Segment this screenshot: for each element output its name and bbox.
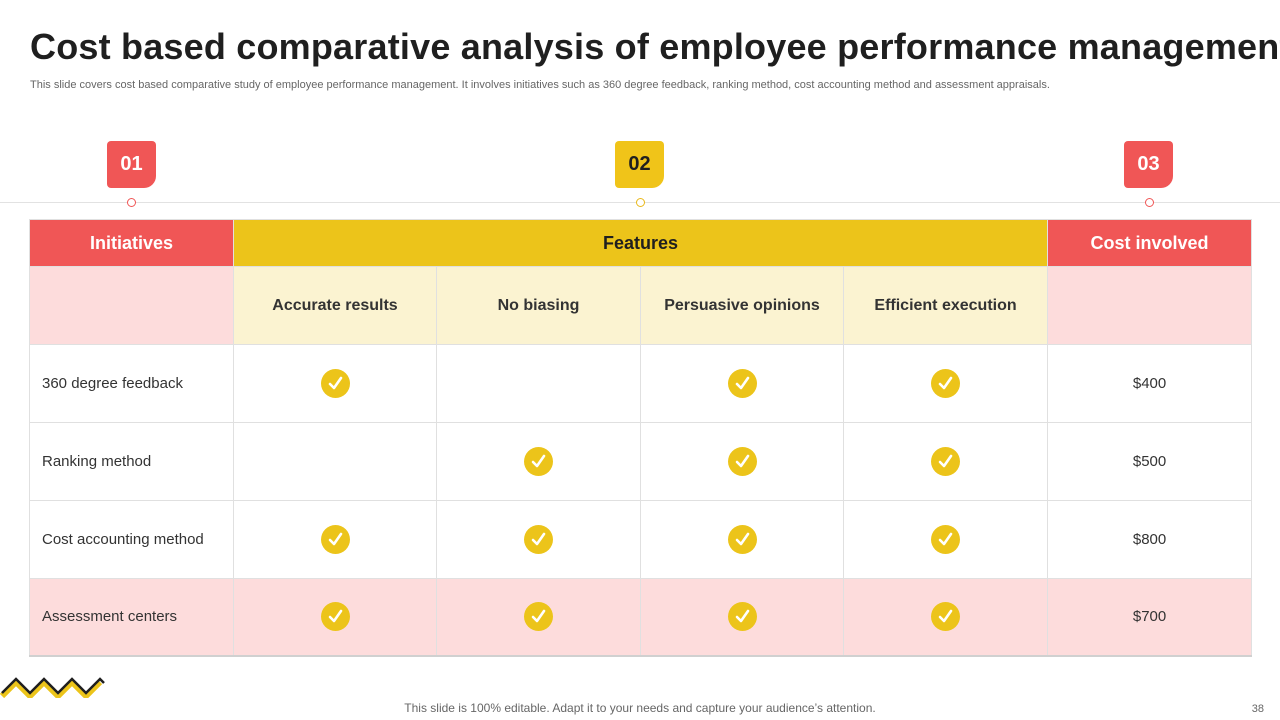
check-icon: [320, 369, 350, 398]
feature-cell: [436, 578, 641, 657]
initiative-label: Assessment centers: [29, 578, 234, 657]
table-row: Cost accounting method $800: [29, 500, 1253, 579]
page-number: 38: [1251, 703, 1264, 715]
slide-title: Cost based comparative analysis of emplo…: [30, 26, 1280, 67]
feature-cell: [842, 422, 1049, 501]
feature-cell: [640, 344, 844, 423]
initiative-label: Ranking method: [29, 422, 234, 501]
feature-cell: [436, 344, 641, 423]
check-icon: [524, 447, 553, 476]
step-badge-01: 01: [107, 141, 156, 188]
feature-cell: [640, 422, 844, 501]
check-icon: [320, 602, 350, 632]
table-row: 360 degree feedback $400: [29, 344, 1253, 423]
table-row: Ranking method $500: [29, 422, 1253, 501]
step-badge-03: 03: [1124, 141, 1173, 188]
check-icon: [931, 602, 961, 632]
check-icon: [931, 447, 961, 476]
check-icon: [727, 369, 757, 398]
feature-header: Persuasive opinions: [640, 266, 844, 345]
feature-header: No biasing: [436, 266, 641, 345]
initiative-label: 360 degree feedback: [29, 344, 234, 423]
feature-cell: [436, 500, 641, 579]
cost-value: $700: [1047, 578, 1253, 657]
check-icon: [727, 525, 757, 554]
check-icon: [727, 602, 757, 632]
subheader-blank-left: [29, 266, 234, 345]
feature-cell: [436, 422, 641, 501]
feature-cell: [233, 344, 437, 423]
timeline-dot-01: [127, 198, 136, 207]
feature-cell: [842, 500, 1049, 579]
timeline-dot-02: [636, 198, 645, 207]
check-icon: [320, 525, 350, 554]
cost-value: $800: [1047, 500, 1253, 579]
feature-header: Accurate results: [233, 266, 437, 345]
feature-cell: [842, 344, 1049, 423]
comparison-table: Initiatives Features Cost involved Accur…: [29, 219, 1253, 657]
brand-zigzag-icon: [0, 677, 105, 698]
check-icon: [524, 602, 553, 632]
header-features: Features: [232, 219, 1049, 267]
slide-subtitle: This slide covers cost based comparative…: [30, 79, 1050, 91]
timeline-dot-03: [1145, 198, 1154, 207]
table-row: Assessment centers $700: [29, 578, 1253, 657]
footer-note: This slide is 100% editable. Adapt it to…: [404, 701, 876, 715]
feature-cell: [640, 500, 844, 579]
check-icon: [931, 525, 961, 554]
feature-cell: [233, 500, 437, 579]
step-badge-02: 02: [615, 141, 664, 188]
check-icon: [524, 525, 553, 554]
subheader-blank-right: [1047, 266, 1253, 345]
feature-header: Efficient execution: [842, 266, 1049, 345]
header-cost: Cost involved: [1047, 219, 1253, 267]
header-initiatives: Initiatives: [29, 219, 234, 267]
check-icon: [931, 369, 961, 398]
feature-cell: [233, 578, 437, 657]
cost-value: $500: [1047, 422, 1253, 501]
initiative-label: Cost accounting method: [29, 500, 234, 579]
cost-value: $400: [1047, 344, 1253, 423]
feature-cell: [842, 578, 1049, 657]
check-icon: [727, 447, 757, 476]
feature-cell: [233, 422, 437, 501]
feature-cell: [640, 578, 844, 657]
